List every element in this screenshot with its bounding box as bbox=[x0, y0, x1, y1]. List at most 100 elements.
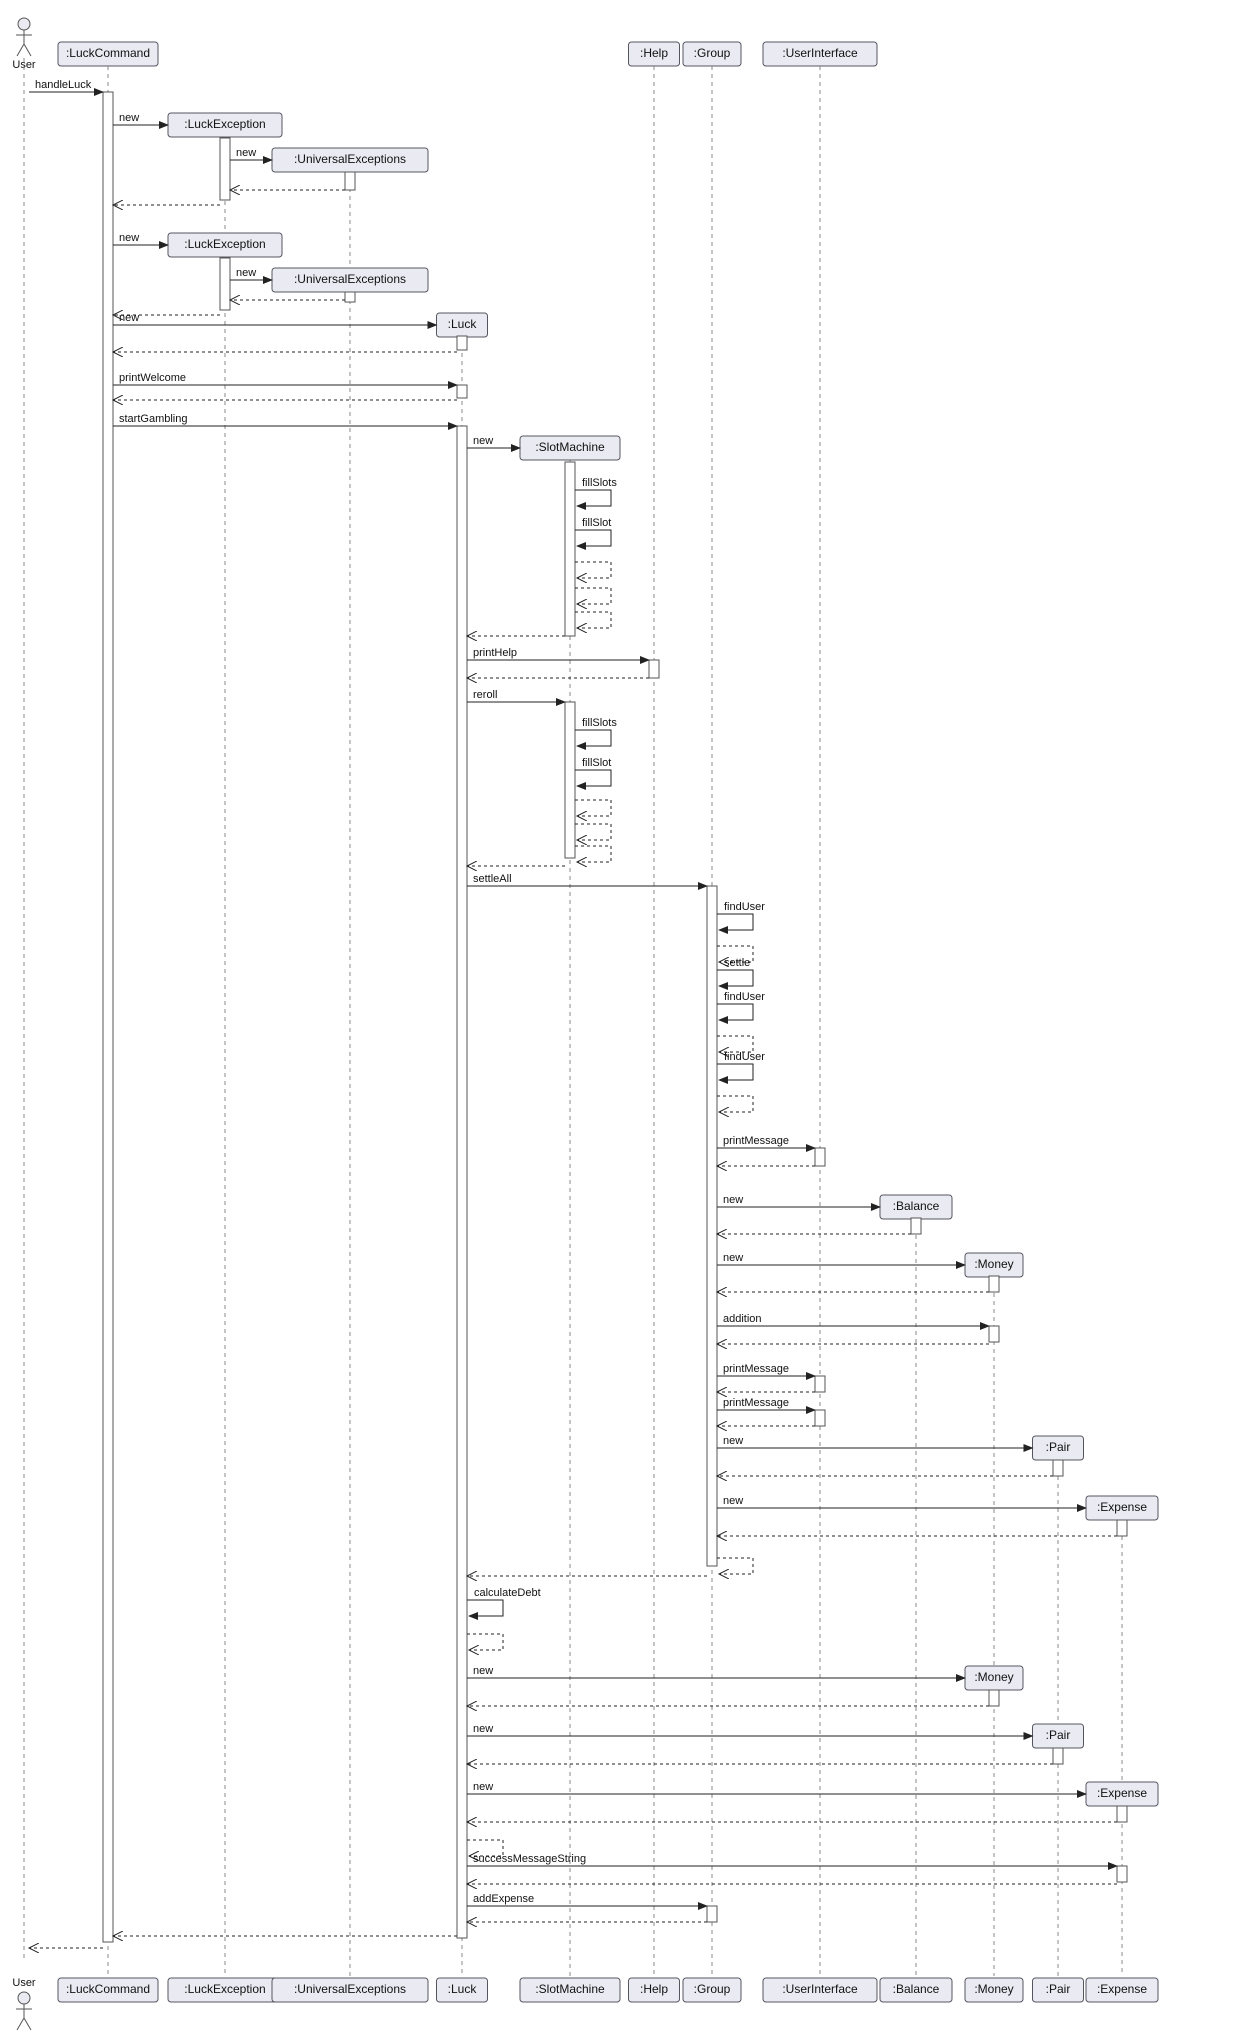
participant-label: :Money bbox=[974, 1257, 1013, 1271]
message-label: handleLuck bbox=[35, 79, 92, 91]
self-message bbox=[575, 824, 611, 840]
activation-bar bbox=[649, 660, 659, 678]
participant-label: :Expense bbox=[1097, 1500, 1147, 1514]
self-message bbox=[717, 1064, 753, 1080]
self-message bbox=[717, 914, 753, 930]
participant-label: :Balance bbox=[893, 1199, 940, 1213]
message-label: settleAll bbox=[473, 873, 512, 885]
message-label: fillSlot bbox=[582, 757, 611, 769]
participant-label: :Pair bbox=[1046, 1440, 1071, 1454]
activation-bar bbox=[457, 336, 467, 350]
self-message bbox=[575, 770, 611, 786]
activation-bar bbox=[565, 702, 575, 858]
actor-icon bbox=[18, 18, 30, 30]
actor-label: User bbox=[12, 1977, 36, 1989]
activation-bar bbox=[457, 385, 467, 398]
self-message bbox=[575, 490, 611, 506]
self-message bbox=[717, 1096, 753, 1112]
participant-label: :Help bbox=[640, 46, 668, 60]
participant-label: :LuckCommand bbox=[66, 46, 150, 60]
activation-bar bbox=[815, 1148, 825, 1166]
message-label: printMessage bbox=[723, 1363, 789, 1375]
participant-label: :UserInterface bbox=[782, 46, 858, 60]
sequence-diagram: :LuckCommand :Help :Group :UserInterface Use… bbox=[0, 0, 1259, 2039]
self-message bbox=[717, 1558, 753, 1574]
activation-bar bbox=[1117, 1520, 1127, 1536]
message-label: startGambling bbox=[119, 413, 187, 425]
message-label: findUser bbox=[724, 901, 765, 913]
message-label: new bbox=[723, 1495, 743, 1507]
message-label: new bbox=[119, 312, 139, 324]
participant-label: :SlotMachine bbox=[535, 1982, 605, 1996]
participant-label: :UniversalExceptions bbox=[294, 272, 406, 286]
self-message bbox=[575, 588, 611, 604]
self-message bbox=[575, 800, 611, 816]
message-label: successMessageString bbox=[473, 1853, 586, 1865]
self-message bbox=[575, 612, 611, 628]
message-label: fillSlots bbox=[582, 717, 617, 729]
message-label: calculateDebt bbox=[474, 1587, 541, 1599]
activation-bar bbox=[565, 462, 575, 636]
self-message bbox=[575, 730, 611, 746]
activation-bar bbox=[457, 426, 467, 1938]
message-label: new bbox=[473, 1665, 493, 1677]
participant-label: :Help bbox=[640, 1982, 668, 1996]
activation-bar bbox=[345, 292, 355, 302]
activation-bar bbox=[1117, 1866, 1127, 1882]
activation-bar bbox=[815, 1376, 825, 1392]
activation-bar bbox=[1053, 1748, 1063, 1764]
participant-label: :Expense bbox=[1097, 1982, 1147, 1996]
self-message bbox=[717, 1036, 753, 1052]
participant-label: :Pair bbox=[1046, 1728, 1071, 1742]
message-label: findUser bbox=[724, 1051, 765, 1063]
participant-label: :Money bbox=[974, 1982, 1013, 1996]
self-message bbox=[467, 1600, 503, 1616]
participant-label: :Luck bbox=[448, 1982, 478, 1996]
participant-label: :UniversalExceptions bbox=[294, 152, 406, 166]
message-label: new bbox=[236, 147, 256, 159]
participant-label: :Expense bbox=[1097, 1786, 1147, 1800]
activation-bar bbox=[989, 1326, 999, 1342]
self-message bbox=[575, 846, 611, 862]
self-message bbox=[717, 970, 753, 986]
message-label: new bbox=[473, 1781, 493, 1793]
message-label: new bbox=[236, 267, 256, 279]
participant-label: :LuckException bbox=[184, 237, 265, 251]
activation-bar bbox=[220, 138, 230, 200]
activation-bar bbox=[1117, 1806, 1127, 1822]
actor-icon bbox=[18, 1992, 30, 2004]
participant-label: :LuckException bbox=[184, 1982, 265, 1996]
message-label: fillSlots bbox=[582, 477, 617, 489]
message-label: addExpense bbox=[473, 1893, 534, 1905]
self-message bbox=[575, 530, 611, 546]
activation-bar bbox=[989, 1690, 999, 1706]
message-label: printHelp bbox=[473, 647, 517, 659]
message-label: new bbox=[473, 435, 493, 447]
participant-label: :Group bbox=[694, 46, 731, 60]
message-label: addition bbox=[723, 1313, 762, 1325]
message-label: new bbox=[473, 1723, 493, 1735]
participant-label: :Balance bbox=[893, 1982, 940, 1996]
message-label: printMessage bbox=[723, 1135, 789, 1147]
participant-label: :Group bbox=[694, 1982, 731, 1996]
message-label: new bbox=[119, 232, 139, 244]
participant-label: :Luck bbox=[448, 317, 478, 331]
activation-bar bbox=[989, 1276, 999, 1292]
activation-bar bbox=[707, 886, 717, 1566]
message-label: new bbox=[723, 1252, 743, 1264]
activation-bar bbox=[707, 1906, 717, 1922]
participant-label: :Money bbox=[974, 1670, 1013, 1684]
activation-bar bbox=[103, 92, 113, 1942]
activation-bar bbox=[345, 172, 355, 190]
self-message bbox=[717, 1004, 753, 1020]
participant-label: :UserInterface bbox=[782, 1982, 858, 1996]
participant-label: :Pair bbox=[1046, 1982, 1071, 1996]
self-message bbox=[467, 1634, 503, 1650]
message-label: findUser bbox=[724, 991, 765, 1003]
message-label: new bbox=[723, 1194, 743, 1206]
message-label: new bbox=[119, 112, 139, 124]
participant-label: :LuckException bbox=[184, 117, 265, 131]
message-label: printWelcome bbox=[119, 372, 186, 384]
activation-bar bbox=[1053, 1460, 1063, 1476]
message-label: reroll bbox=[473, 689, 497, 701]
